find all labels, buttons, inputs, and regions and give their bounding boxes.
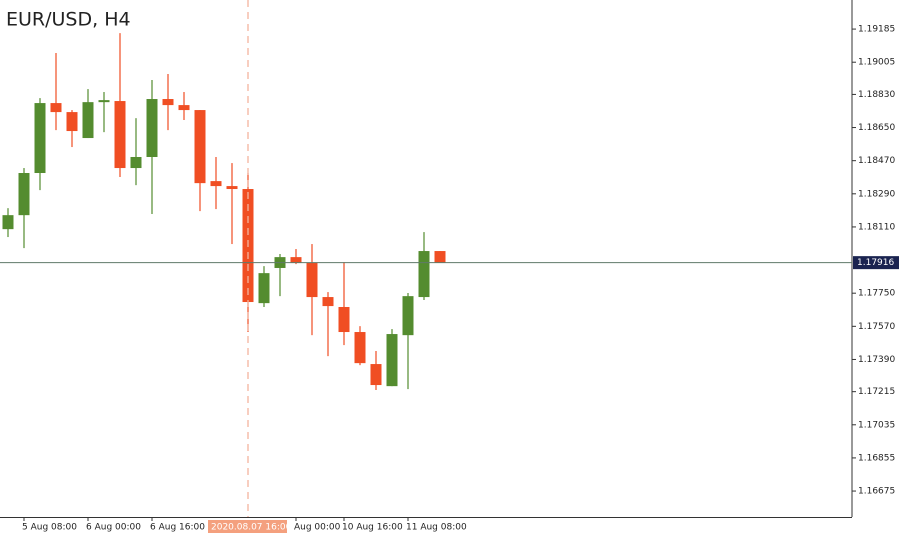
x-tick-label: Aug 00:00 <box>294 523 341 533</box>
y-tick-label: 1.17570 <box>858 322 895 332</box>
candle-body <box>34 103 46 174</box>
candle-body <box>146 99 158 157</box>
candle-body <box>194 110 206 184</box>
y-tick-label: 1.18830 <box>858 90 895 100</box>
chart-title: EUR/USD, H4 <box>6 9 131 31</box>
candle-body <box>178 105 190 111</box>
y-tick-label: 1.19005 <box>858 58 895 68</box>
candle-body <box>114 101 126 169</box>
y-tick-label: 1.19185 <box>858 25 895 35</box>
x-tick-label: 5 Aug 08:00 <box>22 523 77 533</box>
candle-body <box>18 173 30 216</box>
candle-body <box>226 186 238 190</box>
candle-body <box>66 112 78 132</box>
candle-body <box>434 251 446 263</box>
x-tick-label: 6 Aug 00:00 <box>86 523 141 533</box>
candle-body <box>82 102 94 139</box>
current-price-box <box>853 256 899 270</box>
y-tick-label: 1.17750 <box>858 289 895 299</box>
y-tick-label: 1.16855 <box>858 453 895 463</box>
current-price-label: 1.17916 <box>857 258 894 268</box>
x-tick-label: 10 Aug 16:00 <box>342 523 403 533</box>
candle-body <box>418 251 430 298</box>
crosshair-label: 2020.08.07 16:00 <box>211 523 292 533</box>
x-tick-label: 6 Aug 16:00 <box>150 523 205 533</box>
y-tick-label: 1.17215 <box>858 387 895 397</box>
crosshair-box <box>208 520 287 533</box>
candle-body <box>306 263 318 298</box>
candle-body <box>162 99 174 106</box>
y-tick-label: 1.18650 <box>858 123 895 133</box>
candle-body <box>290 257 302 264</box>
candle-body <box>402 296 414 336</box>
y-tick-label: 1.17390 <box>858 355 895 365</box>
y-tick-label: 1.18290 <box>858 189 895 199</box>
candle-body <box>386 334 398 387</box>
y-tick-label: 1.18110 <box>858 222 895 232</box>
y-tick-label: 1.18470 <box>858 156 895 166</box>
y-tick-label: 1.16675 <box>858 487 895 497</box>
candle-body <box>98 100 110 103</box>
candle-body <box>50 103 62 113</box>
candle-body <box>370 364 382 386</box>
x-tick-label: 11 Aug 08:00 <box>406 523 467 533</box>
candle-body <box>338 306 350 333</box>
candle-body <box>258 273 270 304</box>
candle-body <box>322 297 334 307</box>
candle-body <box>2 215 14 230</box>
candle-body <box>354 332 366 364</box>
candle-body <box>210 181 222 187</box>
candle-body <box>130 156 142 169</box>
y-tick-label: 1.17035 <box>858 420 895 430</box>
